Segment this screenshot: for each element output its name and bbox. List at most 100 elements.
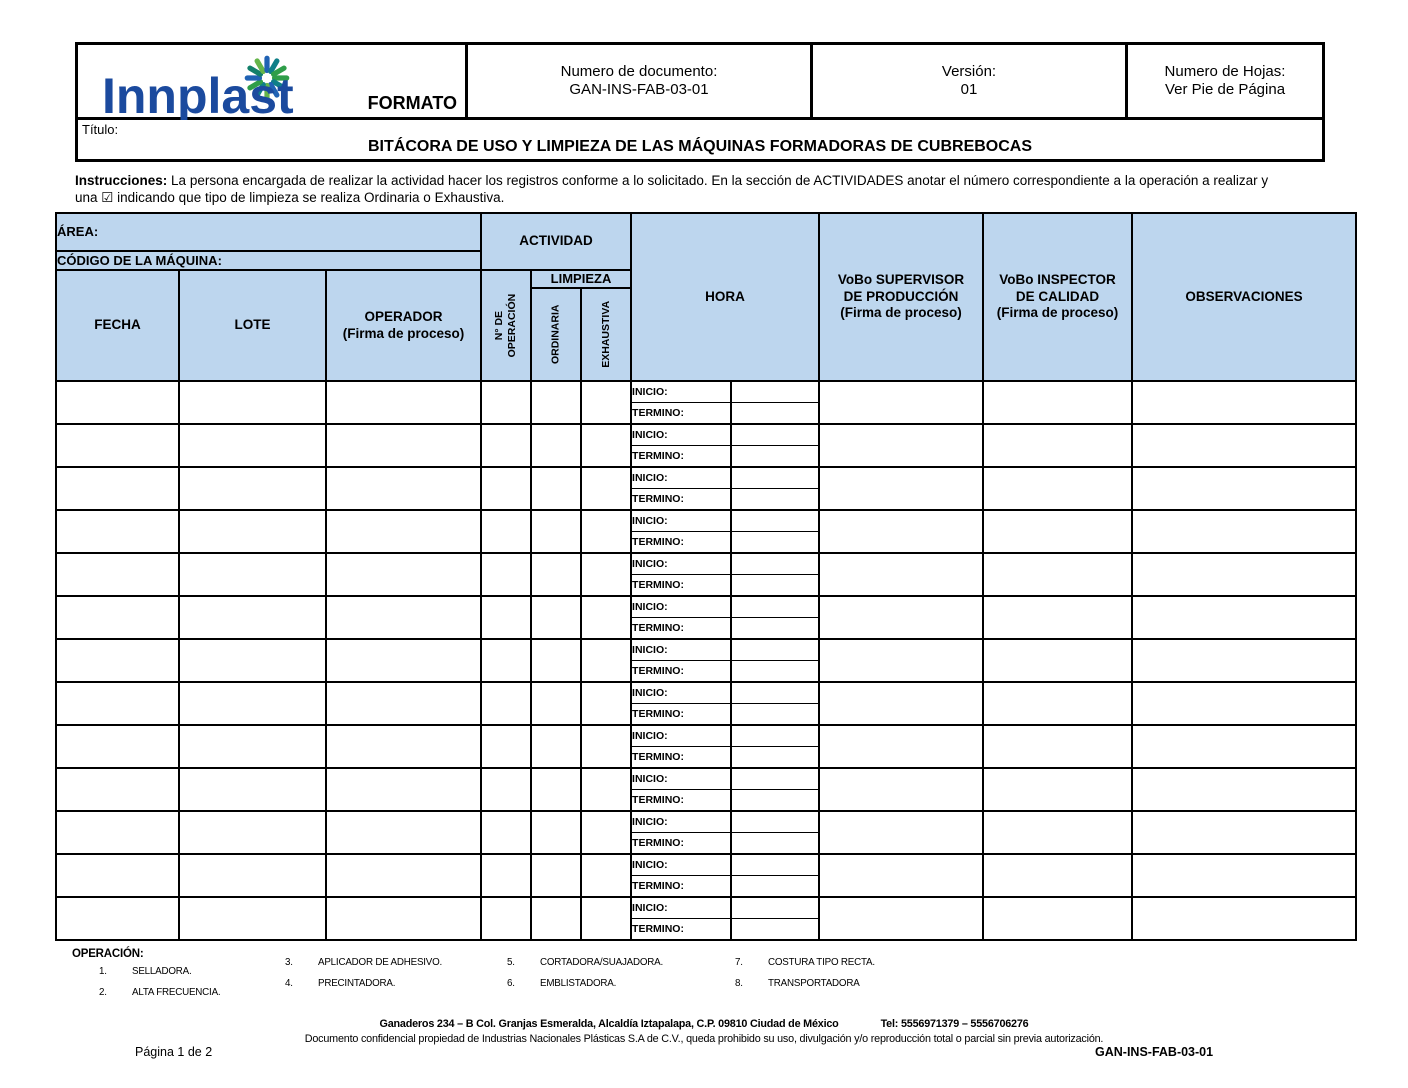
ordinaria-checkbox-cell[interactable]	[530, 767, 582, 812]
operation-number-cell[interactable]	[480, 853, 532, 898]
ordinaria-checkbox-cell[interactable]	[530, 509, 582, 554]
hora-inicio-value-cell[interactable]	[730, 509, 821, 532]
exhaustiva-checkbox-cell[interactable]	[579, 724, 633, 769]
inspector-signature-cell[interactable]	[982, 896, 1134, 941]
supervisor-signature-cell[interactable]	[818, 509, 985, 554]
operador-cell[interactable]	[325, 595, 482, 640]
ordinaria-checkbox-cell[interactable]	[530, 595, 582, 640]
fecha-cell[interactable]	[55, 595, 180, 640]
hora-inicio-value-cell[interactable]	[730, 638, 821, 661]
lote-cell[interactable]	[178, 466, 327, 511]
inspector-signature-cell[interactable]	[982, 681, 1134, 726]
observaciones-cell[interactable]	[1131, 896, 1358, 941]
hora-inicio-value-cell[interactable]	[730, 724, 821, 747]
hora-inicio-value-cell[interactable]	[730, 853, 821, 876]
operador-cell[interactable]	[325, 423, 482, 468]
hora-inicio-value-cell[interactable]	[730, 552, 821, 575]
hora-termino-value-cell[interactable]	[730, 402, 821, 425]
lote-cell[interactable]	[178, 681, 327, 726]
fecha-cell[interactable]	[55, 896, 180, 941]
ordinaria-checkbox-cell[interactable]	[530, 724, 582, 769]
operation-number-cell[interactable]	[480, 810, 532, 855]
inspector-signature-cell[interactable]	[982, 552, 1134, 597]
observaciones-cell[interactable]	[1131, 509, 1358, 554]
ordinaria-checkbox-cell[interactable]	[530, 380, 582, 425]
lote-cell[interactable]	[178, 423, 327, 468]
operation-number-cell[interactable]	[480, 552, 532, 597]
hora-termino-value-cell[interactable]	[730, 488, 821, 511]
lote-cell[interactable]	[178, 552, 327, 597]
observaciones-cell[interactable]	[1131, 595, 1358, 640]
fecha-cell[interactable]	[55, 380, 180, 425]
supervisor-signature-cell[interactable]	[818, 681, 985, 726]
supervisor-signature-cell[interactable]	[818, 380, 985, 425]
exhaustiva-checkbox-cell[interactable]	[579, 595, 633, 640]
operador-cell[interactable]	[325, 638, 482, 683]
observaciones-cell[interactable]	[1131, 724, 1358, 769]
fecha-cell[interactable]	[55, 853, 180, 898]
operation-number-cell[interactable]	[480, 638, 532, 683]
fecha-cell[interactable]	[55, 767, 180, 812]
operador-cell[interactable]	[325, 853, 482, 898]
operador-cell[interactable]	[325, 552, 482, 597]
lote-cell[interactable]	[178, 767, 327, 812]
observaciones-cell[interactable]	[1131, 638, 1358, 683]
hora-inicio-value-cell[interactable]	[730, 380, 821, 403]
hora-inicio-value-cell[interactable]	[730, 681, 821, 704]
lote-cell[interactable]	[178, 509, 327, 554]
hora-inicio-value-cell[interactable]	[730, 466, 821, 489]
hora-inicio-value-cell[interactable]	[730, 423, 821, 446]
fecha-cell[interactable]	[55, 509, 180, 554]
exhaustiva-checkbox-cell[interactable]	[579, 896, 633, 941]
fecha-cell[interactable]	[55, 423, 180, 468]
supervisor-signature-cell[interactable]	[818, 466, 985, 511]
inspector-signature-cell[interactable]	[982, 595, 1134, 640]
operation-number-cell[interactable]	[480, 681, 532, 726]
operador-cell[interactable]	[325, 681, 482, 726]
fecha-cell[interactable]	[55, 638, 180, 683]
fecha-cell[interactable]	[55, 810, 180, 855]
ordinaria-checkbox-cell[interactable]	[530, 552, 582, 597]
supervisor-signature-cell[interactable]	[818, 638, 985, 683]
exhaustiva-checkbox-cell[interactable]	[579, 767, 633, 812]
supervisor-signature-cell[interactable]	[818, 552, 985, 597]
lote-cell[interactable]	[178, 896, 327, 941]
observaciones-cell[interactable]	[1131, 380, 1358, 425]
ordinaria-checkbox-cell[interactable]	[530, 423, 582, 468]
exhaustiva-checkbox-cell[interactable]	[579, 853, 633, 898]
observaciones-cell[interactable]	[1131, 810, 1358, 855]
exhaustiva-checkbox-cell[interactable]	[579, 509, 633, 554]
inspector-signature-cell[interactable]	[982, 509, 1134, 554]
operador-cell[interactable]	[325, 466, 482, 511]
hora-termino-value-cell[interactable]	[730, 875, 821, 898]
hora-termino-value-cell[interactable]	[730, 617, 821, 640]
observaciones-cell[interactable]	[1131, 423, 1358, 468]
operador-cell[interactable]	[325, 767, 482, 812]
fecha-cell[interactable]	[55, 724, 180, 769]
observaciones-cell[interactable]	[1131, 466, 1358, 511]
hora-termino-value-cell[interactable]	[730, 918, 821, 941]
operation-number-cell[interactable]	[480, 767, 532, 812]
lote-cell[interactable]	[178, 595, 327, 640]
supervisor-signature-cell[interactable]	[818, 724, 985, 769]
hora-termino-value-cell[interactable]	[730, 445, 821, 468]
supervisor-signature-cell[interactable]	[818, 853, 985, 898]
lote-cell[interactable]	[178, 380, 327, 425]
inspector-signature-cell[interactable]	[982, 380, 1134, 425]
hora-termino-value-cell[interactable]	[730, 746, 821, 769]
observaciones-cell[interactable]	[1131, 767, 1358, 812]
supervisor-signature-cell[interactable]	[818, 423, 985, 468]
inspector-signature-cell[interactable]	[982, 810, 1134, 855]
exhaustiva-checkbox-cell[interactable]	[579, 810, 633, 855]
lote-cell[interactable]	[178, 638, 327, 683]
hora-termino-value-cell[interactable]	[730, 832, 821, 855]
exhaustiva-checkbox-cell[interactable]	[579, 380, 633, 425]
inspector-signature-cell[interactable]	[982, 853, 1134, 898]
exhaustiva-checkbox-cell[interactable]	[579, 681, 633, 726]
inspector-signature-cell[interactable]	[982, 638, 1134, 683]
supervisor-signature-cell[interactable]	[818, 896, 985, 941]
operation-number-cell[interactable]	[480, 466, 532, 511]
hora-inicio-value-cell[interactable]	[730, 810, 821, 833]
supervisor-signature-cell[interactable]	[818, 810, 985, 855]
inspector-signature-cell[interactable]	[982, 466, 1134, 511]
